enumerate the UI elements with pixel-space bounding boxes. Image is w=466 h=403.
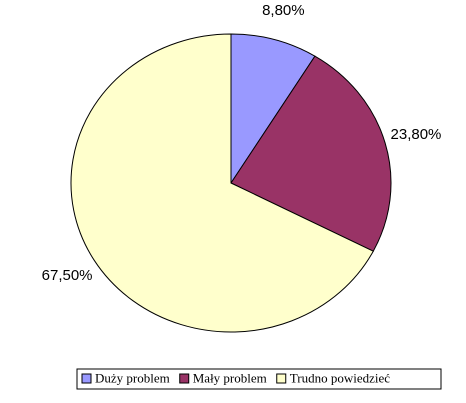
pie-slice: [70, 33, 374, 333]
legend-swatch: [179, 373, 190, 384]
legend-label: Trudno powiedzieć: [290, 370, 390, 385]
pie-slice: [230, 55, 392, 252]
pie-slice: [230, 33, 316, 185]
legend-swatch: [276, 373, 287, 384]
data-label: 67,50%: [42, 267, 93, 284]
legend-label: Duży problem: [95, 370, 170, 385]
legend-box: [76, 368, 442, 390]
legend-swatch: [81, 373, 92, 384]
legend-label: Mały problem: [193, 370, 267, 385]
data-label: 23,80%: [391, 126, 442, 143]
data-label: 8,80%: [262, 2, 305, 19]
